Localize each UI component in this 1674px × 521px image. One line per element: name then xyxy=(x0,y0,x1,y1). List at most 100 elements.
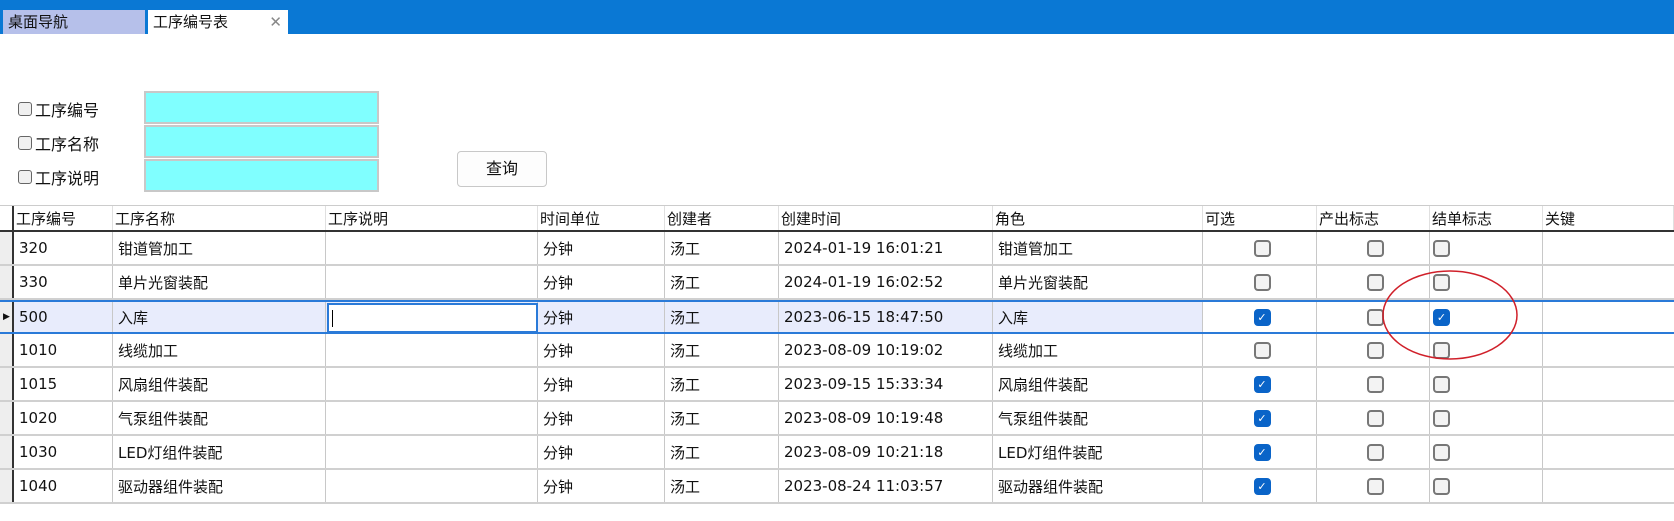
close-icon[interactable]: ✕ xyxy=(269,13,282,31)
close-checkbox[interactable] xyxy=(1433,273,1450,291)
cell-desc[interactable] xyxy=(326,232,538,264)
output-checkbox[interactable] xyxy=(1367,443,1384,461)
table-row[interactable]: 320 钳道管加工 分钟 汤工 2024-01-19 16:01:21 钳道管加工 xyxy=(0,232,1674,266)
cell-name[interactable]: 入库 xyxy=(113,302,326,332)
filter-checkbox-1[interactable]: 工序名称 xyxy=(18,131,99,155)
cell-code[interactable]: 1020 xyxy=(14,402,113,434)
optional-checkbox[interactable]: ✓ xyxy=(1253,375,1271,393)
column-header[interactable]: 可选 xyxy=(1203,206,1317,230)
cell-role[interactable]: 风扇组件装配 xyxy=(993,368,1203,400)
cell-role[interactable]: LED灯组件装配 xyxy=(993,436,1203,468)
tab-desktop-nav[interactable]: 桌面导航 xyxy=(3,10,145,34)
cell-unit[interactable]: 分钟 xyxy=(538,334,665,366)
cell-desc[interactable] xyxy=(326,436,538,468)
optional-checkbox[interactable]: ✓ xyxy=(1253,443,1271,461)
cell-code[interactable]: 1030 xyxy=(14,436,113,468)
row-selector[interactable]: ▶ xyxy=(0,302,14,332)
cell-created[interactable]: 2023-08-09 10:19:02 xyxy=(779,334,993,366)
output-checkbox[interactable] xyxy=(1367,239,1384,257)
cell-desc[interactable] xyxy=(326,470,538,502)
desc-edit-input[interactable] xyxy=(327,303,538,333)
column-header[interactable]: 产出标志 xyxy=(1317,206,1430,230)
optional-checkbox[interactable] xyxy=(1253,341,1271,359)
output-checkbox[interactable] xyxy=(1367,477,1384,495)
checkbox-icon[interactable] xyxy=(18,170,32,184)
column-header[interactable]: 创建者 xyxy=(665,206,779,230)
filter-input-1[interactable] xyxy=(144,125,379,158)
row-selector[interactable] xyxy=(0,436,14,468)
cell-created[interactable]: 2023-08-09 10:19:48 xyxy=(779,402,993,434)
cell-role[interactable]: 驱动器组件装配 xyxy=(993,470,1203,502)
filter-checkbox-2[interactable]: 工序说明 xyxy=(18,165,99,189)
cell-creator[interactable]: 汤工 xyxy=(665,368,779,400)
cell-creator[interactable]: 汤工 xyxy=(665,302,779,332)
close-checkbox[interactable] xyxy=(1433,477,1450,495)
cell-desc[interactable] xyxy=(326,368,538,400)
filter-input-2[interactable] xyxy=(144,159,379,192)
output-checkbox[interactable] xyxy=(1367,341,1384,359)
cell-creator[interactable]: 汤工 xyxy=(665,334,779,366)
column-header[interactable]: 角色 xyxy=(993,206,1203,230)
table-row[interactable]: 1030 LED灯组件装配 分钟 汤工 2023-08-09 10:21:18 LED灯组… xyxy=(0,436,1674,470)
column-header[interactable]: 工序编号 xyxy=(14,206,113,230)
output-checkbox[interactable] xyxy=(1367,273,1384,291)
cell-creator[interactable]: 汤工 xyxy=(665,470,779,502)
cell-created[interactable]: 2023-09-15 15:33:34 xyxy=(779,368,993,400)
table-row[interactable]: 1040 驱动器组件装配 分钟 汤工 2023-08-24 11:03:57 驱动器组件装… xyxy=(0,470,1674,504)
output-checkbox[interactable] xyxy=(1367,375,1384,393)
checkbox-icon[interactable] xyxy=(18,102,32,116)
cell-role[interactable]: 线缆加工 xyxy=(993,334,1203,366)
row-selector[interactable] xyxy=(0,334,14,366)
table-row[interactable]: 330 单片光窗装配 分钟 汤工 2024-01-19 16:02:52 单片光窗装配 xyxy=(0,266,1674,300)
cell-role[interactable]: 单片光窗装配 xyxy=(993,266,1203,298)
tab-process-code-table[interactable]: 工序编号表 ✕ xyxy=(148,10,288,34)
cell-role[interactable]: 入库 xyxy=(993,302,1203,332)
cell-name[interactable]: 单片光窗装配 xyxy=(113,266,326,298)
table-row[interactable]: 1020 气泵组件装配 分钟 汤工 2023-08-09 10:19:48 气泵组件装配 ✓ xyxy=(0,402,1674,436)
cell-created[interactable]: 2024-01-19 16:02:52 xyxy=(779,266,993,298)
cell-creator[interactable]: 汤工 xyxy=(665,266,779,298)
close-checkbox[interactable] xyxy=(1433,239,1450,257)
cell-unit[interactable]: 分钟 xyxy=(538,266,665,298)
cell-creator[interactable]: 汤工 xyxy=(665,436,779,468)
cell-code[interactable]: 1015 xyxy=(14,368,113,400)
column-header[interactable]: 工序名称 xyxy=(113,206,326,230)
row-selector[interactable] xyxy=(0,368,14,400)
checkbox-icon[interactable] xyxy=(18,136,32,150)
cell-created[interactable]: 2024-01-19 16:01:21 xyxy=(779,232,993,264)
cell-creator[interactable]: 汤工 xyxy=(665,402,779,434)
cell-created[interactable]: 2023-06-15 18:47:50 xyxy=(779,302,993,332)
column-header[interactable]: 创建时间 xyxy=(779,206,993,230)
cell-role[interactable]: 气泵组件装配 xyxy=(993,402,1203,434)
column-header[interactable]: 工序说明 xyxy=(326,206,538,230)
cell-desc[interactable] xyxy=(326,402,538,434)
query-button[interactable]: 查询 xyxy=(457,151,547,187)
cell-unit[interactable]: 分钟 xyxy=(538,436,665,468)
cell-unit[interactable]: 分钟 xyxy=(538,368,665,400)
optional-checkbox[interactable]: ✓ xyxy=(1253,477,1271,495)
cell-role[interactable]: 钳道管加工 xyxy=(993,232,1203,264)
cell-name[interactable]: 驱动器组件装配 xyxy=(113,470,326,502)
table-row[interactable]: 1015 风扇组件装配 分钟 汤工 2023-09-15 15:33:34 风扇组件装配 ✓ xyxy=(0,368,1674,402)
cell-unit[interactable]: 分钟 xyxy=(538,402,665,434)
cell-code[interactable]: 330 xyxy=(14,266,113,298)
output-checkbox[interactable] xyxy=(1367,409,1384,427)
cell-created[interactable]: 2023-08-24 11:03:57 xyxy=(779,470,993,502)
filter-input-0[interactable] xyxy=(144,91,379,124)
cell-code[interactable]: 320 xyxy=(14,232,113,264)
optional-checkbox[interactable]: ✓ xyxy=(1253,308,1271,326)
close-checkbox[interactable] xyxy=(1433,375,1450,393)
cell-unit[interactable]: 分钟 xyxy=(538,302,665,332)
row-selector[interactable] xyxy=(0,402,14,434)
column-header[interactable]: 时间单位 xyxy=(538,206,665,230)
row-selector[interactable] xyxy=(0,232,14,264)
cell-created[interactable]: 2023-08-09 10:21:18 xyxy=(779,436,993,468)
optional-checkbox[interactable]: ✓ xyxy=(1253,409,1271,427)
cell-name[interactable]: 风扇组件装配 xyxy=(113,368,326,400)
close-checkbox[interactable] xyxy=(1433,409,1450,427)
row-selector[interactable] xyxy=(0,266,14,298)
cell-desc[interactable] xyxy=(326,334,538,366)
optional-checkbox[interactable] xyxy=(1253,239,1271,257)
cell-unit[interactable]: 分钟 xyxy=(538,470,665,502)
cell-code[interactable]: 500 xyxy=(14,302,113,332)
